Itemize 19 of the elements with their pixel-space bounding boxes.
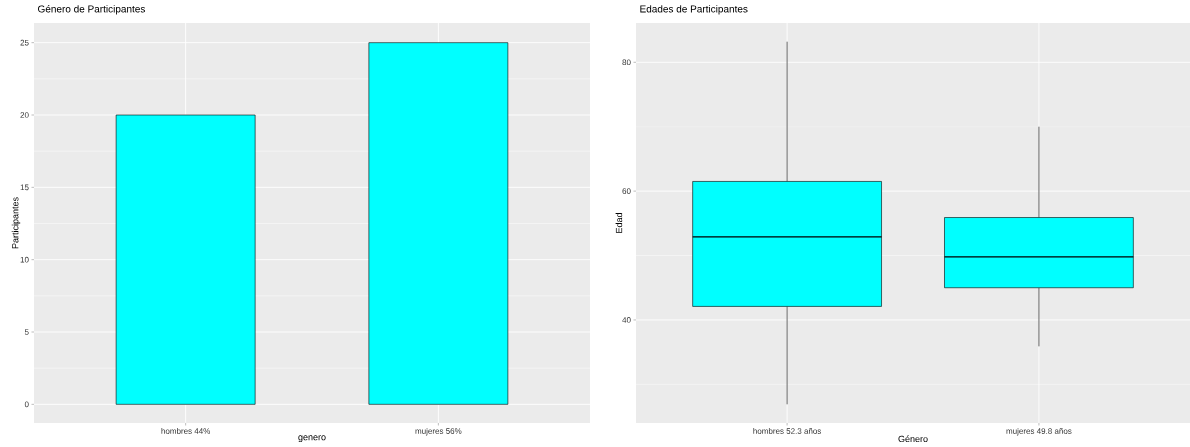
y-tick-label: 60 (622, 188, 631, 194)
y-tick-label: 15 (20, 184, 29, 191)
y-tick-label: 25 (20, 39, 29, 46)
y-axis-title: Participantes (11, 197, 21, 249)
y-tick-label: 0 (24, 401, 29, 408)
x-tick-label: hombres 52.3 años (753, 428, 822, 434)
x-axis-title: genero (298, 435, 326, 443)
x-tick-label: mujeres 56% (415, 428, 462, 436)
y-tick-label: 80 (622, 59, 631, 66)
x-tick-label: mujeres 49.8 años (1006, 428, 1072, 436)
y-axis-title: Edad (615, 213, 623, 233)
y-tick-label: 5 (24, 329, 29, 335)
chart-title: Género de Participantes (38, 5, 145, 15)
y-tick-label: 10 (20, 256, 29, 263)
chart-title: Edades de Participantes (640, 5, 748, 15)
y-tick-label: 20 (20, 112, 29, 118)
x-tick-label: hombres 44% (161, 428, 211, 434)
y-tick-label: 40 (622, 317, 631, 323)
x-axis-title: Género (898, 435, 928, 443)
